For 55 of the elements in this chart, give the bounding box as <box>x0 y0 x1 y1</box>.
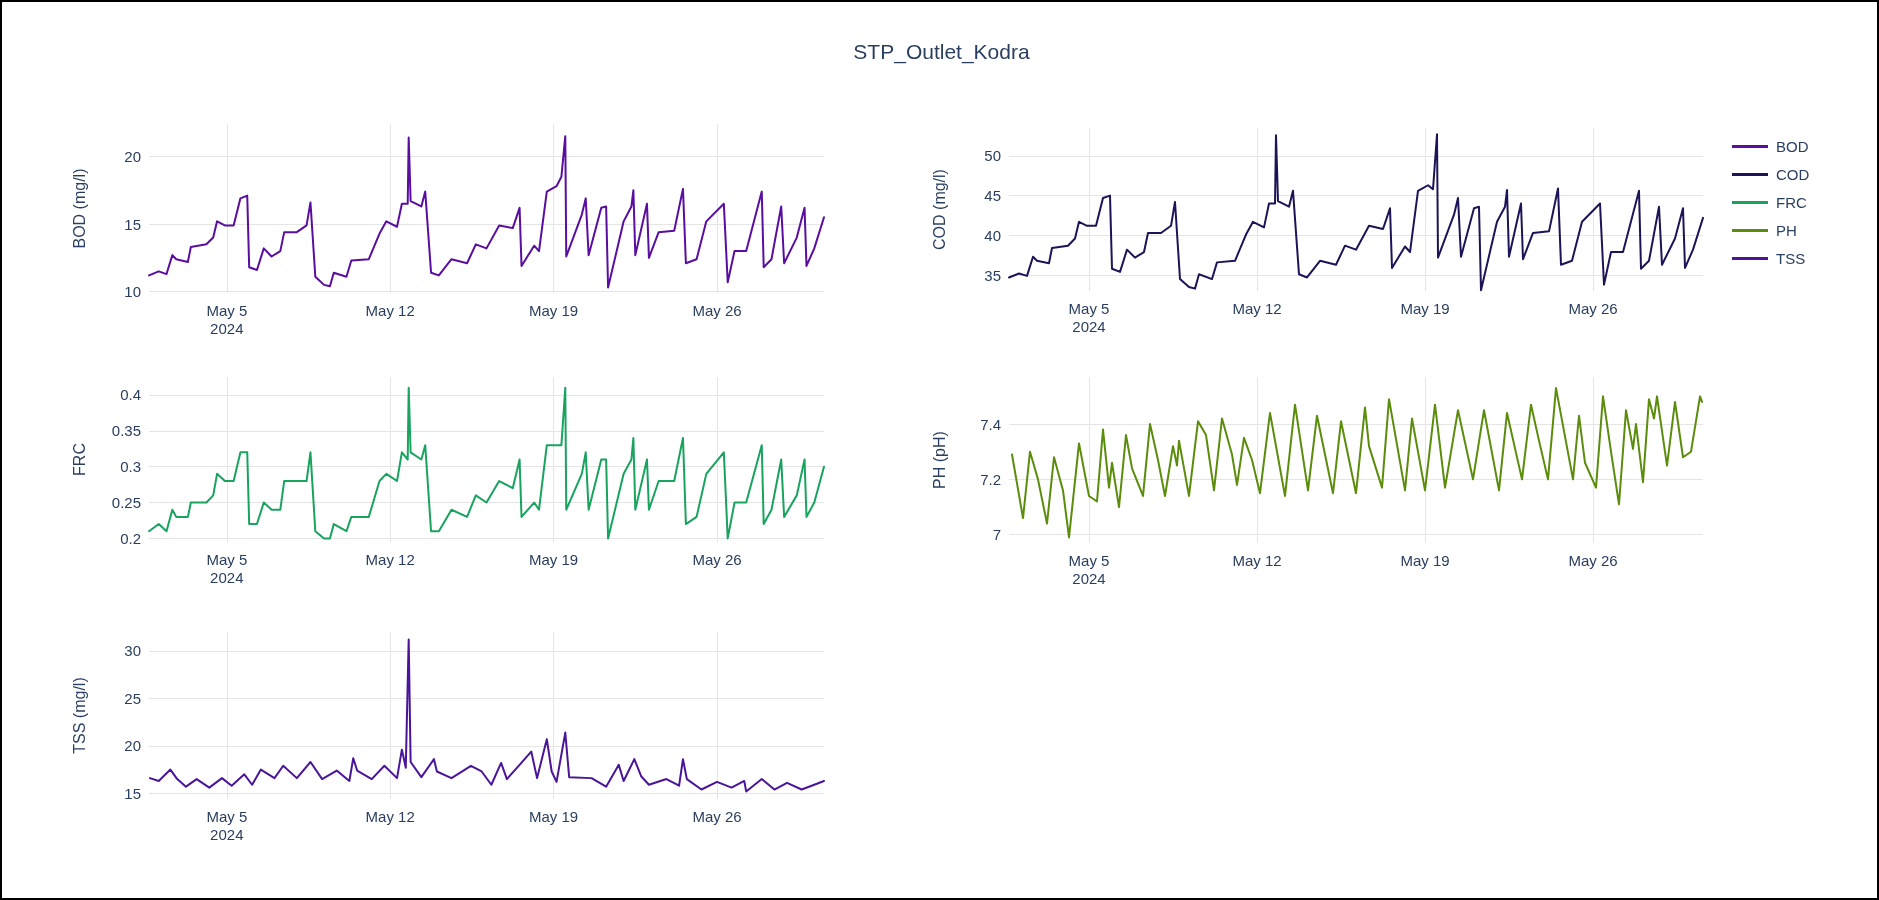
x-tick-label: May 5 2024 <box>206 301 248 337</box>
y-tick-label: 7.4 <box>980 415 1001 433</box>
y-tick-label: 0.2 <box>120 529 141 547</box>
x-tick-label: May 12 <box>1232 551 1282 569</box>
y-tick-label: 30 <box>124 642 141 660</box>
text: TSS <box>1776 249 1806 267</box>
y-tick-label: 20 <box>124 737 141 755</box>
y-tick-label: 0.25 <box>111 494 141 512</box>
x-tick-label: May 5 2024 <box>206 550 248 586</box>
y-tick-label: 0.3 <box>120 458 141 476</box>
y-tick-label: 7.2 <box>980 470 1001 488</box>
x-tick-label: May 26 <box>692 550 742 568</box>
line-series <box>148 135 825 289</box>
x-tick-label: May 19 <box>529 550 579 568</box>
y-tick-label: 40 <box>984 226 1001 244</box>
y-tick-label: 15 <box>124 784 141 802</box>
y-axis-title: FRC <box>70 443 88 476</box>
y-tick-label: 20 <box>124 147 141 165</box>
x-tick-label: May 12 <box>365 807 415 825</box>
y-tick-label: 35 <box>984 266 1001 284</box>
x-tick-label: May 5 2024 <box>1068 299 1110 335</box>
x-tick-label: May 12 <box>365 550 415 568</box>
y-axis-title: BOD (mg/l) <box>70 168 88 249</box>
legend-label: BOD <box>1776 137 1809 155</box>
line-series <box>1008 133 1704 292</box>
legend-label: FRC <box>1776 193 1807 211</box>
legend-label: PH <box>1776 221 1797 239</box>
line-series <box>148 386 825 540</box>
x-tick-label: May 12 <box>1232 299 1282 317</box>
y-tick-label: 0.4 <box>120 386 141 404</box>
line-series <box>148 638 825 793</box>
y-tick-label: 7 <box>992 526 1001 544</box>
line-series <box>1011 387 1703 539</box>
y-tick-label: 50 <box>984 147 1001 165</box>
y-axis-title: PH (pH) <box>930 431 948 489</box>
x-tick-label: May 5 2024 <box>1068 551 1110 587</box>
y-tick-label: 15 <box>124 215 141 233</box>
y-tick-label: 0.35 <box>111 422 141 440</box>
x-tick-label: May 26 <box>692 807 742 825</box>
y-tick-label: 45 <box>984 187 1001 205</box>
y-tick-label: 10 <box>124 283 141 301</box>
x-tick-label: May 26 <box>692 301 742 319</box>
x-tick-label: May 12 <box>365 301 415 319</box>
legend-label: COD <box>1776 165 1810 183</box>
y-tick-label: 25 <box>124 689 141 707</box>
y-axis-title: COD (mg/l) <box>930 169 948 250</box>
y-axis-title: TSS (mg/l) <box>70 677 88 754</box>
chart-title: STP_Outlet_Kodra <box>852 40 1031 64</box>
x-tick-label: May 5 2024 <box>206 807 248 843</box>
x-tick-label: May 19 <box>529 301 579 319</box>
x-tick-label: May 19 <box>1400 299 1450 317</box>
x-tick-label: May 19 <box>529 807 579 825</box>
x-tick-label: May 26 <box>1568 551 1618 569</box>
x-tick-label: May 19 <box>1400 551 1450 569</box>
x-tick-label: May 26 <box>1568 299 1618 317</box>
